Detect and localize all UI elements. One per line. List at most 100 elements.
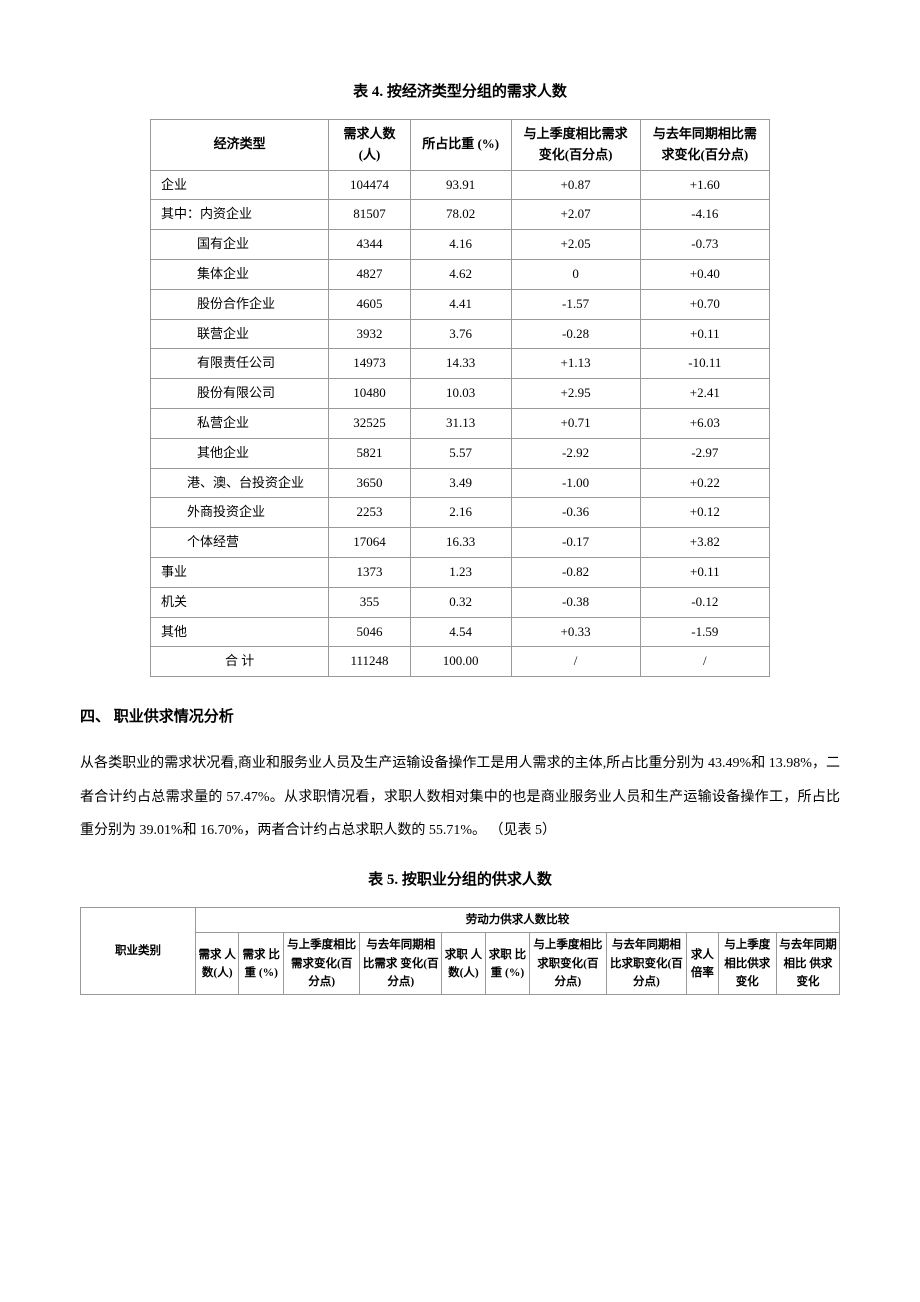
table-cell: +2.05 bbox=[511, 230, 640, 260]
table-cell: 81507 bbox=[329, 200, 411, 230]
table-cell-label: 港、澳、台投资企业 bbox=[151, 468, 329, 498]
table-cell: / bbox=[640, 647, 769, 677]
table-cell: 16.33 bbox=[410, 528, 511, 558]
table-cell: 2.16 bbox=[410, 498, 511, 528]
table-cell: -0.12 bbox=[640, 587, 769, 617]
table-cell: +0.87 bbox=[511, 170, 640, 200]
table-cell: 355 bbox=[329, 587, 411, 617]
t5-col-header: 与去年同期相比需求 变化(百分点) bbox=[360, 933, 442, 995]
t4-h1: 需求人数(人) bbox=[329, 120, 411, 171]
table-cell-label: 其他企业 bbox=[151, 438, 329, 468]
table-cell-label: 股份合作企业 bbox=[151, 289, 329, 319]
table-cell: -0.38 bbox=[511, 587, 640, 617]
t5-col-header: 与上季度相比需求变化(百分点) bbox=[284, 933, 360, 995]
table-cell-label: 私营企业 bbox=[151, 408, 329, 438]
table5-title: 表 5. 按职业分组的供求人数 bbox=[80, 868, 840, 892]
table-cell: 2253 bbox=[329, 498, 411, 528]
table-cell-label: 合 计 bbox=[151, 647, 329, 677]
table-cell: +0.71 bbox=[511, 408, 640, 438]
t5-col-header: 与上季度相比求职变化(百分点) bbox=[530, 933, 606, 995]
table-cell-label: 联营企业 bbox=[151, 319, 329, 349]
t5-col-header: 需求 人数(人) bbox=[196, 933, 239, 995]
table-cell: 4.54 bbox=[410, 617, 511, 647]
table-cell: -10.11 bbox=[640, 349, 769, 379]
table-cell: -0.73 bbox=[640, 230, 769, 260]
table-cell: +0.12 bbox=[640, 498, 769, 528]
table-cell-label: 有限责任公司 bbox=[151, 349, 329, 379]
table-cell: 104474 bbox=[329, 170, 411, 200]
table-cell: -2.92 bbox=[511, 438, 640, 468]
table-cell: -1.59 bbox=[640, 617, 769, 647]
table-cell: 1.23 bbox=[410, 557, 511, 587]
table-cell: 4344 bbox=[329, 230, 411, 260]
table-cell: +0.33 bbox=[511, 617, 640, 647]
table-cell: 5821 bbox=[329, 438, 411, 468]
table-cell: -2.97 bbox=[640, 438, 769, 468]
section4-heading: 四、 职业供求情况分析 bbox=[80, 705, 840, 729]
table-cell: 14973 bbox=[329, 349, 411, 379]
table-cell: -4.16 bbox=[640, 200, 769, 230]
table-cell: +2.95 bbox=[511, 379, 640, 409]
t5-col-header: 与去年同期相比 供求变化 bbox=[776, 933, 839, 995]
table-cell: -0.17 bbox=[511, 528, 640, 558]
table-cell: / bbox=[511, 647, 640, 677]
table-cell: -0.82 bbox=[511, 557, 640, 587]
table-cell: +0.70 bbox=[640, 289, 769, 319]
table5: 职业类别 劳动力供求人数比较 需求 人数(人)需求 比重 (%)与上季度相比需求… bbox=[80, 907, 840, 996]
table-cell-label: 股份有限公司 bbox=[151, 379, 329, 409]
t5-col-header: 求职 人数(人) bbox=[442, 933, 485, 995]
table-cell: +2.07 bbox=[511, 200, 640, 230]
table-cell: 4605 bbox=[329, 289, 411, 319]
table-cell: 10.03 bbox=[410, 379, 511, 409]
t5-col-header: 与去年同期相比求职变化(百分点) bbox=[606, 933, 687, 995]
table-cell: 5.57 bbox=[410, 438, 511, 468]
table-cell: 4827 bbox=[329, 259, 411, 289]
table-cell: +0.11 bbox=[640, 319, 769, 349]
table-cell: 100.00 bbox=[410, 647, 511, 677]
t4-h2: 所占比重 (%) bbox=[410, 120, 511, 171]
table-cell: 4.62 bbox=[410, 259, 511, 289]
table-cell: +1.13 bbox=[511, 349, 640, 379]
t5-col-header: 求职 比重 (%) bbox=[485, 933, 530, 995]
table-cell: -0.28 bbox=[511, 319, 640, 349]
table-cell: 93.91 bbox=[410, 170, 511, 200]
t4-h4: 与去年同期相比需求变化(百分点) bbox=[640, 120, 769, 171]
table-cell-label: 个体经营 bbox=[151, 528, 329, 558]
table4: 经济类型 需求人数(人) 所占比重 (%) 与上季度相比需求变化(百分点) 与去… bbox=[150, 119, 770, 677]
table-cell-label: 其他 bbox=[151, 617, 329, 647]
table-cell-label: 其中：内资企业 bbox=[151, 200, 329, 230]
section4-paragraph: 从各类职业的需求状况看,商业和服务业人员及生产运输设备操作工是用人需求的主体,所… bbox=[80, 747, 840, 848]
t5-col-header: 需求 比重 (%) bbox=[239, 933, 284, 995]
table-cell: -1.00 bbox=[511, 468, 640, 498]
table-cell: 3.49 bbox=[410, 468, 511, 498]
table-cell: 3932 bbox=[329, 319, 411, 349]
t5-category: 职业类别 bbox=[81, 907, 196, 995]
t5-group-header: 劳动力供求人数比较 bbox=[196, 907, 840, 932]
table-cell: +0.11 bbox=[640, 557, 769, 587]
table-cell: 17064 bbox=[329, 528, 411, 558]
table-cell: 1373 bbox=[329, 557, 411, 587]
table-cell: 111248 bbox=[329, 647, 411, 677]
table-cell-label: 外商投资企业 bbox=[151, 498, 329, 528]
table-cell: 0.32 bbox=[410, 587, 511, 617]
table-cell: 3.76 bbox=[410, 319, 511, 349]
table-cell: 0 bbox=[511, 259, 640, 289]
table-cell: +0.40 bbox=[640, 259, 769, 289]
table4-title: 表 4. 按经济类型分组的需求人数 bbox=[80, 80, 840, 104]
table-cell: 14.33 bbox=[410, 349, 511, 379]
table-cell: 31.13 bbox=[410, 408, 511, 438]
table-cell: 4.41 bbox=[410, 289, 511, 319]
table-cell: +0.22 bbox=[640, 468, 769, 498]
table-cell: +1.60 bbox=[640, 170, 769, 200]
table-cell: -1.57 bbox=[511, 289, 640, 319]
table-cell: -0.36 bbox=[511, 498, 640, 528]
table-cell-label: 事业 bbox=[151, 557, 329, 587]
table-cell: +6.03 bbox=[640, 408, 769, 438]
t5-col-header: 与上季度相比供求 变化 bbox=[718, 933, 776, 995]
t4-h3: 与上季度相比需求变化(百分点) bbox=[511, 120, 640, 171]
table-cell: +3.82 bbox=[640, 528, 769, 558]
table-cell-label: 企业 bbox=[151, 170, 329, 200]
t4-h0: 经济类型 bbox=[151, 120, 329, 171]
table-cell: 78.02 bbox=[410, 200, 511, 230]
table-cell-label: 国有企业 bbox=[151, 230, 329, 260]
